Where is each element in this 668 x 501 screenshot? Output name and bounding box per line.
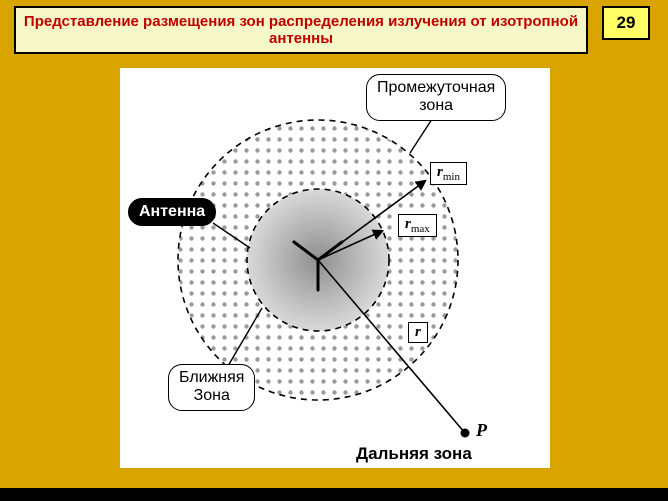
page-number-box: 29 [602, 6, 650, 40]
rmax-label: rmax [398, 214, 437, 237]
intermediate-label-line1: Промежуточная [377, 79, 495, 96]
rmin-label: rmin [430, 162, 467, 185]
title-box: Представление размещения зон распределен… [14, 6, 588, 54]
near-label-line2: Зона [194, 387, 230, 404]
intermediate-callout: Промежуточная зона [366, 74, 506, 121]
near-label-line1: Ближняя [179, 369, 244, 386]
r-label: r [408, 322, 428, 343]
page-number: 29 [617, 13, 636, 33]
antenna-callout: Антенна [128, 198, 216, 226]
title-text: Представление размещения зон распределен… [16, 13, 586, 48]
slide-background: Представление размещения зон распределен… [0, 0, 668, 488]
p-label: P [476, 420, 487, 441]
antenna-label: Антенна [139, 203, 205, 220]
near-callout: Ближняя Зона [168, 364, 255, 411]
diagram-figure: Антенна Промежуточная зона Ближняя Зона … [120, 68, 550, 468]
intermediate-label-line2: зона [419, 97, 453, 114]
p-point [461, 429, 470, 438]
far-zone-caption: Дальняя зона [356, 444, 472, 464]
